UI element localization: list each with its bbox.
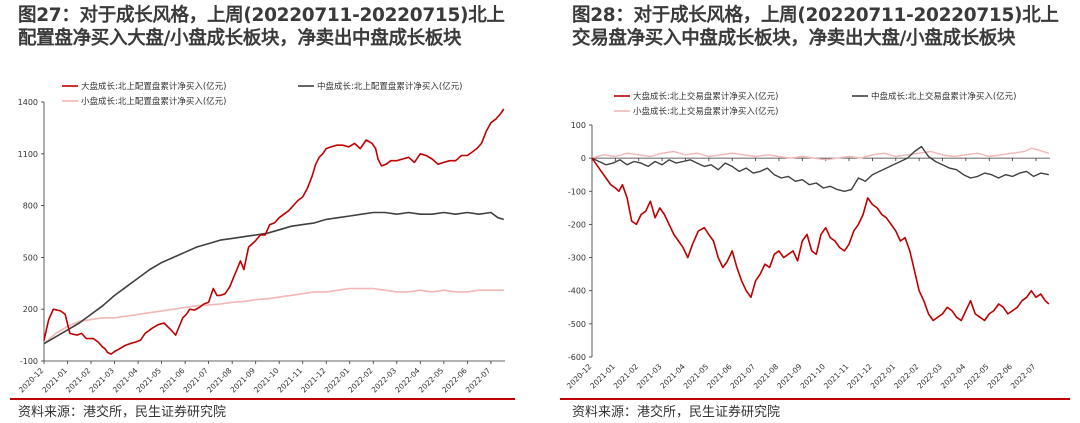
y-tick-label: -400	[568, 287, 586, 296]
y-tick-label: -100	[568, 187, 586, 196]
y-tick-label: -300	[568, 254, 586, 263]
y-tick-label: 800	[23, 202, 38, 211]
series-line-large	[591, 157, 1050, 322]
y-tick-label: -600	[568, 353, 586, 362]
y-tick-label: 200	[23, 305, 38, 314]
legend-label: 中盘成长:北上配置盘累计净买入(亿元)	[317, 81, 463, 92]
y-tick-label: 100	[571, 121, 586, 130]
chart-panel-right: 图28：对于成长风格，上周(20220711-20220715)北上交易盘净买入…	[554, 0, 1080, 423]
legend-label: 中盘成长:北上交易盘累计净买入(亿元)	[871, 91, 1017, 102]
y-tick-label: 0	[581, 154, 586, 163]
y-tick-label: 500	[23, 253, 38, 262]
legend-label: 大盘成长:北上配置盘累计净买入(亿元)	[81, 81, 227, 92]
source-divider	[560, 398, 1070, 400]
source-divider	[10, 398, 515, 400]
figure-title: 图28：对于成长风格，上周(20220711-20220715)北上交易盘净买入…	[572, 5, 1059, 49]
series-line-mid	[43, 211, 505, 345]
y-tick-label: -100	[20, 357, 38, 366]
figure-title: 图27：对于成长风格，上周(20220711-20220715)北上配置盘净买入…	[18, 5, 505, 49]
y-tick-label: 1100	[18, 150, 38, 159]
y-tick-label: -500	[568, 320, 586, 329]
series-line-small	[43, 287, 504, 345]
line-chart: -100200500800110014002020-122021-012021-…	[17, 81, 505, 395]
series-line-small	[591, 147, 1049, 161]
source-note: 资料来源：港交所，民生证券研究院	[572, 405, 781, 420]
source-note: 资料来源：港交所，民生证券研究院	[18, 405, 227, 420]
y-tick-label: -200	[568, 220, 586, 229]
series-line-mid	[591, 145, 1049, 192]
legend-label: 小盘成长:北上配置盘累计净买入(亿元)	[81, 96, 227, 107]
chart-panel-left: 图27：对于成长风格，上周(20220711-20220715)北上配置盘净买入…	[0, 0, 520, 423]
x-tick-label: 2022-07	[464, 366, 493, 395]
y-tick-label: 1400	[18, 98, 38, 107]
series-line-large	[43, 108, 505, 355]
line-chart: -600-500-400-300-200-10001002020-122021-…	[565, 91, 1050, 391]
legend-label: 大盘成长:北上交易盘累计净买入(亿元)	[633, 91, 779, 102]
x-tick-label: 2022-07	[1009, 362, 1038, 391]
legend-label: 小盘成长:北上交易盘累计净买入(亿元)	[633, 106, 779, 117]
